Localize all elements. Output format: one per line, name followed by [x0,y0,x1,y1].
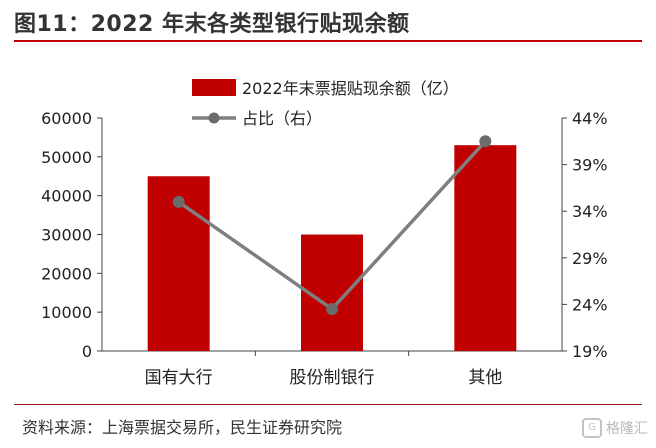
y-left-tick-label: 60000 [41,109,92,128]
y-left-tick-label: 10000 [41,303,92,322]
line-point [479,135,492,148]
line-point [326,303,338,316]
y-left-tick-label: 30000 [41,226,92,245]
chart: 0 10000 20000 30000 40000 50000 60000 19% 24% 29%… [41,79,608,388]
y-right-tick-label: 34% [572,202,608,221]
title-rule [14,40,642,42]
legend-label-line: 占比（右） [242,109,322,128]
legend-label-bar: 2022年末票据贴现余额（亿） [242,79,459,98]
y-right-tick-label: 44% [572,109,608,128]
watermark-logo-icon: G [582,418,602,438]
x-tick-label: 其他 [468,368,502,388]
figure-title: 图11：2022 年末各类型银行贴现余额 [14,12,410,37]
x-tick-label: 国有大行 [145,368,213,388]
y-left-tick-label: 0 [82,342,92,361]
x-tick-label: 股份制银行 [290,368,375,388]
y-right-tick-label: 29% [572,249,608,268]
bar [454,145,517,351]
legend-marker-line [208,112,220,124]
y-right-tick-label: 24% [572,295,608,314]
footer-rule [14,404,642,405]
y-right-tick-label: 39% [572,156,608,175]
legend-swatch-bar [192,79,236,96]
watermark-text: 格隆汇 [606,421,648,437]
y-left-tick-label: 50000 [41,148,92,167]
line-point [172,195,185,208]
y-right-tick-label: 19% [572,342,608,361]
source-note: 资料来源：上海票据交易所，民生证券研究院 [22,418,343,437]
watermark: G 格隆汇 [582,418,648,438]
y-left-tick-label: 20000 [41,264,92,283]
y-left-tick-label: 40000 [41,187,92,206]
